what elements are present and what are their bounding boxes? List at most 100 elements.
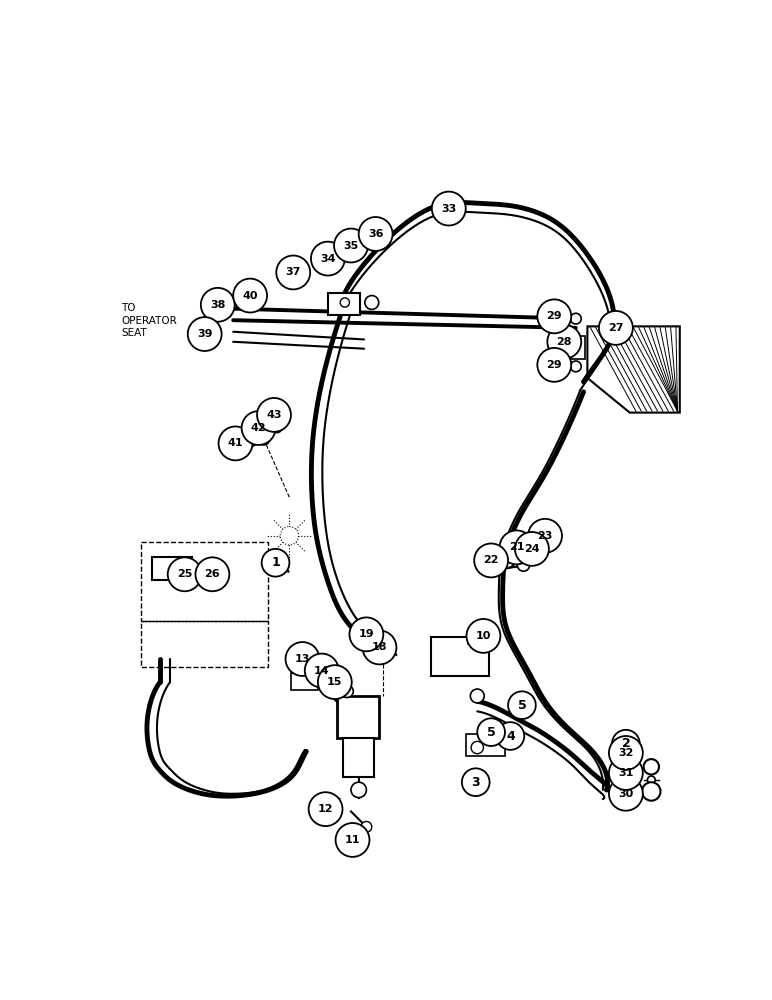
Circle shape [257,398,291,432]
Circle shape [361,821,372,832]
Text: 39: 39 [197,329,212,339]
Text: 3: 3 [472,776,480,789]
FancyBboxPatch shape [328,293,361,315]
Circle shape [334,229,368,262]
Circle shape [609,756,643,790]
Circle shape [497,550,516,568]
Text: 1: 1 [271,556,280,569]
Text: 4: 4 [506,730,515,742]
Text: 24: 24 [524,544,540,554]
Circle shape [242,411,276,445]
Circle shape [336,823,370,857]
Circle shape [609,777,643,811]
Circle shape [201,288,235,322]
Circle shape [499,530,533,564]
Text: 37: 37 [286,267,301,277]
Text: TO: TO [121,303,136,313]
Text: 34: 34 [320,254,336,264]
Circle shape [188,317,222,351]
Text: 31: 31 [618,768,634,778]
Text: 15: 15 [327,677,343,687]
Circle shape [515,532,549,566]
Text: 25: 25 [177,569,192,579]
Text: 38: 38 [210,300,225,310]
Circle shape [363,631,396,664]
Text: 11: 11 [345,835,361,845]
Circle shape [571,361,581,372]
Text: 29: 29 [547,360,562,370]
Circle shape [609,736,643,770]
Text: 30: 30 [618,789,634,799]
Text: 5: 5 [517,699,527,712]
Text: 19: 19 [358,629,374,639]
Text: 32: 32 [618,748,634,758]
Circle shape [474,544,508,577]
Circle shape [318,665,352,699]
Text: 33: 33 [441,204,456,214]
Circle shape [305,654,339,687]
Circle shape [599,311,633,345]
Text: SEAT: SEAT [121,328,147,338]
Circle shape [262,549,290,577]
Text: 29: 29 [547,311,562,321]
Text: OPERATOR: OPERATOR [121,316,178,326]
Circle shape [528,519,562,553]
Circle shape [350,617,384,651]
Text: 41: 41 [228,438,243,448]
Text: 5: 5 [487,726,496,739]
FancyBboxPatch shape [344,738,374,777]
Circle shape [233,279,267,312]
Text: 10: 10 [476,631,491,641]
Text: 21: 21 [509,542,524,552]
Circle shape [365,296,379,309]
Polygon shape [587,326,680,413]
Circle shape [462,768,489,796]
Circle shape [508,691,536,719]
Circle shape [259,434,269,445]
Text: 23: 23 [537,531,553,541]
Circle shape [378,651,390,664]
FancyBboxPatch shape [152,557,192,580]
Text: 36: 36 [368,229,384,239]
Text: 12: 12 [318,804,334,814]
Circle shape [195,557,229,591]
Circle shape [359,217,393,251]
Circle shape [471,741,483,754]
Circle shape [571,313,581,324]
Text: 2: 2 [621,737,630,750]
Text: 43: 43 [266,410,282,420]
Circle shape [218,426,252,460]
FancyBboxPatch shape [291,673,318,690]
Circle shape [286,642,320,676]
FancyBboxPatch shape [568,336,585,359]
Circle shape [612,730,640,758]
Circle shape [466,619,500,653]
Text: 42: 42 [251,423,266,433]
Circle shape [547,325,581,359]
Circle shape [380,654,388,661]
Circle shape [470,689,484,703]
Circle shape [644,759,659,775]
Text: 18: 18 [372,642,388,652]
Text: 22: 22 [483,555,499,565]
Text: 26: 26 [205,569,220,579]
Text: 28: 28 [557,337,572,347]
Circle shape [477,718,505,746]
Circle shape [351,782,367,798]
Circle shape [341,685,354,698]
Circle shape [273,423,282,433]
Circle shape [432,192,466,225]
Circle shape [537,299,571,333]
Circle shape [537,348,571,382]
FancyBboxPatch shape [431,637,489,676]
Circle shape [311,242,345,276]
Text: 35: 35 [344,241,359,251]
Circle shape [168,557,201,591]
Circle shape [648,776,655,784]
Circle shape [340,298,350,307]
Text: 27: 27 [608,323,624,333]
FancyBboxPatch shape [337,696,380,738]
Circle shape [642,782,661,801]
Circle shape [517,559,530,571]
FancyBboxPatch shape [466,734,505,756]
